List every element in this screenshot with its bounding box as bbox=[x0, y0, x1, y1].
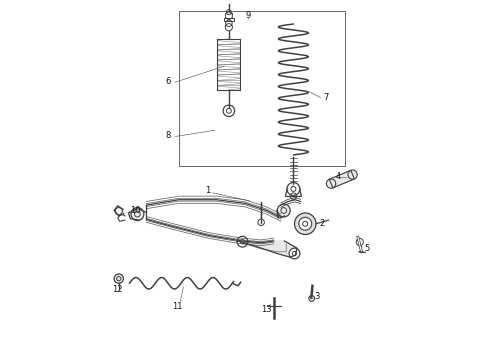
Polygon shape bbox=[329, 170, 354, 188]
Bar bbox=[224, 18, 234, 21]
Text: 9: 9 bbox=[246, 11, 251, 20]
Text: 4: 4 bbox=[336, 172, 341, 181]
Polygon shape bbox=[238, 241, 297, 257]
Circle shape bbox=[115, 208, 122, 215]
Text: 10: 10 bbox=[130, 206, 141, 215]
Polygon shape bbox=[114, 206, 124, 216]
Circle shape bbox=[277, 204, 290, 217]
Circle shape bbox=[114, 274, 123, 283]
Circle shape bbox=[289, 248, 300, 259]
Text: 2: 2 bbox=[319, 219, 325, 228]
Circle shape bbox=[223, 105, 235, 117]
Text: 7: 7 bbox=[323, 93, 328, 102]
Text: 13: 13 bbox=[261, 305, 272, 314]
Text: 3: 3 bbox=[314, 292, 319, 301]
Circle shape bbox=[299, 217, 312, 230]
Text: 12: 12 bbox=[112, 285, 123, 294]
Circle shape bbox=[326, 179, 336, 188]
Text: 8: 8 bbox=[165, 131, 171, 140]
Circle shape bbox=[237, 236, 248, 247]
Circle shape bbox=[287, 183, 300, 195]
Bar bbox=[179, 12, 345, 166]
Circle shape bbox=[131, 208, 144, 221]
Circle shape bbox=[348, 170, 357, 179]
Text: 11: 11 bbox=[172, 302, 182, 311]
Text: 5: 5 bbox=[364, 244, 369, 253]
Text: 6: 6 bbox=[165, 77, 171, 86]
Circle shape bbox=[356, 238, 364, 246]
Circle shape bbox=[294, 213, 316, 234]
Circle shape bbox=[309, 296, 315, 301]
Text: 1: 1 bbox=[205, 186, 210, 195]
